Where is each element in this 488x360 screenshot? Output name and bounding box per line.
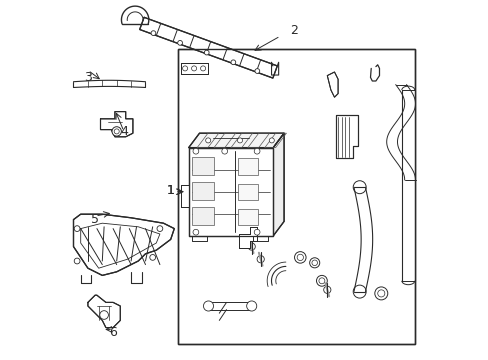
Bar: [192, 182, 213, 200]
Circle shape: [191, 66, 196, 71]
Circle shape: [151, 31, 156, 36]
Circle shape: [316, 275, 326, 286]
Polygon shape: [273, 133, 284, 236]
Circle shape: [193, 148, 199, 154]
Circle shape: [323, 286, 330, 293]
Polygon shape: [140, 17, 277, 78]
Circle shape: [74, 226, 80, 231]
Circle shape: [257, 256, 264, 263]
Circle shape: [309, 258, 319, 268]
Text: 1: 1: [167, 184, 175, 197]
Polygon shape: [101, 112, 133, 137]
Circle shape: [237, 138, 242, 143]
Bar: [178, 49, 415, 344]
Circle shape: [254, 69, 259, 73]
Circle shape: [254, 229, 260, 235]
Circle shape: [230, 60, 235, 65]
Polygon shape: [326, 72, 337, 97]
Polygon shape: [181, 63, 208, 74]
Circle shape: [182, 66, 187, 71]
Circle shape: [377, 290, 384, 297]
Text: 6: 6: [109, 327, 117, 339]
Polygon shape: [239, 227, 257, 248]
Circle shape: [205, 138, 210, 143]
Bar: [237, 158, 257, 175]
Circle shape: [222, 148, 227, 154]
Circle shape: [254, 148, 260, 154]
Circle shape: [311, 260, 317, 266]
Circle shape: [200, 66, 205, 71]
Circle shape: [374, 287, 387, 300]
Circle shape: [149, 255, 155, 260]
Circle shape: [193, 229, 199, 235]
Circle shape: [294, 252, 305, 263]
Circle shape: [297, 254, 303, 261]
Polygon shape: [188, 133, 284, 148]
Bar: [237, 209, 257, 225]
Polygon shape: [73, 80, 145, 87]
Text: 1: 1: [167, 184, 175, 197]
Bar: [178, 49, 415, 344]
Polygon shape: [73, 214, 174, 275]
Bar: [192, 157, 213, 175]
Circle shape: [112, 127, 121, 136]
Bar: [192, 207, 213, 225]
Text: 2: 2: [290, 24, 298, 37]
Text: 5: 5: [91, 213, 99, 226]
Circle shape: [203, 301, 213, 311]
Circle shape: [100, 311, 108, 319]
Circle shape: [318, 278, 324, 284]
Circle shape: [269, 138, 274, 143]
Polygon shape: [401, 90, 414, 281]
Polygon shape: [181, 185, 188, 207]
Circle shape: [177, 40, 182, 45]
Polygon shape: [336, 115, 357, 158]
Text: 4: 4: [120, 125, 127, 138]
Circle shape: [114, 129, 119, 134]
Polygon shape: [88, 295, 120, 328]
Circle shape: [247, 243, 255, 250]
Bar: [237, 184, 257, 200]
Circle shape: [74, 258, 80, 264]
Circle shape: [246, 301, 256, 311]
Circle shape: [204, 50, 209, 55]
Polygon shape: [188, 148, 273, 236]
Circle shape: [157, 226, 163, 231]
Text: 3: 3: [84, 71, 92, 84]
